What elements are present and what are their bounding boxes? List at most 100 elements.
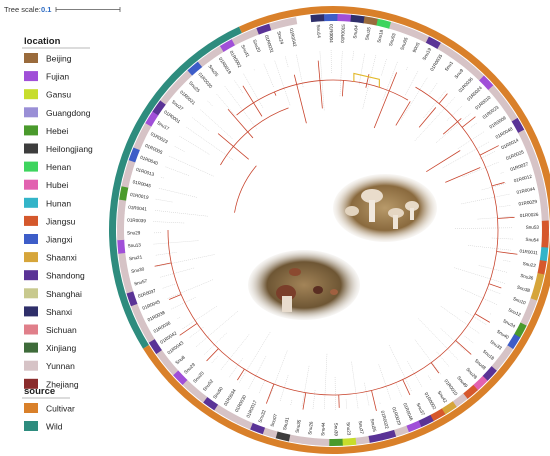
location-ring-segment (219, 38, 236, 52)
location-ring-segment (472, 375, 488, 391)
tip-guide (160, 176, 164, 179)
tip-guide (211, 356, 218, 364)
tip-label: Snu18 (482, 349, 496, 362)
tip-label: Snu50 (212, 386, 224, 400)
tip-guide (290, 400, 293, 406)
tip-guide (166, 279, 213, 300)
location-ring-segment (160, 89, 175, 105)
tip-label: 01R0030 (234, 394, 247, 413)
location-ring-segment (540, 207, 549, 222)
tip-guide (418, 318, 459, 360)
location-ring-segment (155, 349, 170, 365)
location-ring-segment (380, 429, 397, 441)
tip-guide (454, 267, 505, 284)
tip-label: Snu17 (156, 120, 170, 131)
tip-label: Snu31 (282, 416, 290, 431)
location-ring-segment (197, 53, 214, 68)
tip-label: 01R0024 (466, 85, 483, 102)
tip-guide (407, 361, 423, 387)
tip-label: Snu29 (183, 362, 196, 375)
legend-location-swatch (24, 360, 38, 371)
tip-label: Snu49 (456, 375, 469, 389)
tip-guide (248, 356, 267, 390)
tip-label: 01R0043 (167, 340, 185, 355)
tip-label: Snu38 (516, 285, 531, 294)
legend-location-swatch (24, 270, 38, 281)
legend-location-label: Sichuan (46, 325, 77, 335)
tip-guide (312, 389, 316, 409)
tip-label: Snu55 (370, 418, 378, 432)
location-ring-segment (256, 23, 272, 35)
tip-guide (182, 306, 217, 329)
backbone-branch (242, 85, 263, 117)
tip-guide (489, 313, 492, 315)
location-ring-segment (119, 185, 129, 201)
tip-guide (155, 198, 173, 203)
location-ring-segment (441, 401, 457, 415)
location-ring-segment (513, 322, 527, 339)
tip-guide (378, 364, 392, 401)
tip-label: Snu52 (202, 378, 214, 392)
tip-label: 01R0009 (488, 115, 507, 130)
location-ring-segment (243, 27, 260, 40)
tip-guide (153, 240, 199, 245)
location-ring-segment (208, 45, 225, 60)
location-ring-segment (520, 310, 533, 327)
location-ring-segment (504, 106, 518, 122)
tip-guide (457, 131, 484, 149)
tip-guide (499, 205, 512, 208)
tip-guide (352, 51, 354, 61)
legend-location-swatch (24, 288, 38, 299)
tip-guide (382, 61, 398, 101)
tip-label: 01R0001 (163, 109, 182, 124)
tip-guide (171, 297, 196, 310)
location-ring-segment (532, 167, 544, 183)
tip-guide (454, 227, 513, 229)
backbone-branch (179, 323, 198, 336)
tip-label: Snu32 (257, 409, 267, 424)
tip-label: 01R0019 (218, 56, 233, 75)
location-ring-segment (376, 18, 392, 29)
tip-label: 01R0002 (229, 50, 243, 69)
location-ring-segment (389, 21, 405, 33)
tip-label: Snu28 (465, 367, 478, 380)
backbone-arc-main (167, 86, 499, 396)
tip-label: 01R0036 (153, 320, 172, 334)
tip-label: Snu10 (512, 296, 527, 306)
backbone-branch (395, 101, 411, 126)
tip-guide (268, 350, 288, 399)
location-ring-segment (192, 388, 208, 403)
location-ring-segment (182, 379, 198, 395)
location-ring-segment (126, 290, 138, 307)
legend-location-swatch (24, 143, 38, 154)
legend-location-label: Hunan (46, 198, 71, 208)
tip-label: Snu57 (134, 278, 149, 286)
location-ring-segment (452, 393, 468, 408)
tip-label: Snu30 (131, 266, 145, 274)
tip-guide (258, 381, 265, 395)
tip-label: 01R0038 (147, 310, 166, 323)
backbone-branch (455, 340, 472, 355)
tip-label: 01R0029 (518, 199, 538, 207)
tip-guide (243, 73, 264, 108)
backbone-branch (488, 283, 502, 289)
tip-label: 01R0039 (127, 218, 146, 224)
tip-guide (224, 86, 257, 129)
location-ring-segment (530, 285, 542, 302)
tip-label: Snu20 (192, 370, 205, 384)
location-ring-segment (124, 159, 136, 175)
tip-guide (500, 172, 504, 174)
tip-guide (440, 306, 481, 335)
legend-location-label: Shanxi (46, 307, 72, 317)
location-ring-segment (135, 315, 149, 332)
legend-location-label: Heilongjiang (46, 144, 93, 154)
legend-location-swatch (24, 342, 38, 353)
legend-location-label: Xinjiang (46, 343, 77, 353)
location-ring-segment (187, 61, 203, 76)
legend-location-swatch (24, 125, 38, 136)
tip-label: Snu18 (376, 29, 384, 44)
location-ring-segment (341, 437, 357, 446)
tip-label: 01R0031 (264, 34, 275, 54)
tip-label: Snu40 (496, 329, 510, 340)
tip-label: Snu35 (207, 64, 219, 78)
